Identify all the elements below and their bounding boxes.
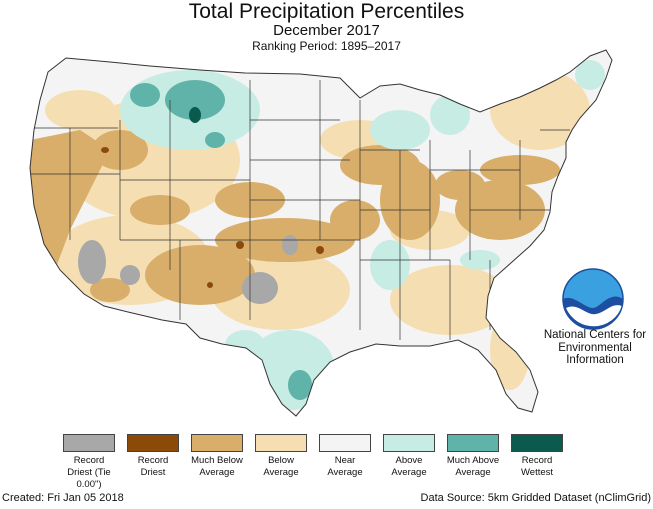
legend-label: Much Above Average bbox=[446, 455, 500, 478]
ranking-period: Ranking Period: 1895–2017 bbox=[252, 39, 401, 53]
legend-swatch bbox=[447, 434, 499, 452]
legend-item: Much Above Average bbox=[446, 434, 500, 479]
precipitation-map bbox=[29, 49, 613, 417]
legend-swatch bbox=[319, 434, 371, 452]
legend-item: Much Below Average bbox=[190, 434, 244, 479]
data-source: Data Source: 5km Gridded Dataset (nClimG… bbox=[420, 492, 651, 504]
legend-label: Below Average bbox=[263, 455, 299, 478]
legend-item: Near Average bbox=[318, 434, 372, 479]
noaa-logo-icon bbox=[562, 268, 624, 330]
legend-label: Record Wettest bbox=[520, 455, 554, 478]
legend-swatch bbox=[63, 434, 115, 452]
legend-item: Above Average bbox=[382, 434, 436, 479]
legend-item: Record Driest (Tie 0.00") bbox=[62, 434, 116, 491]
legend-label: Near Average bbox=[327, 455, 363, 478]
legend-item: Record Wettest bbox=[510, 434, 564, 479]
legend-label: Record Driest bbox=[137, 455, 169, 478]
legend-swatch bbox=[127, 434, 179, 452]
legend-swatch bbox=[511, 434, 563, 452]
legend-swatch bbox=[191, 434, 243, 452]
legend-swatch bbox=[255, 434, 307, 452]
legend-label: Above Average bbox=[391, 455, 427, 478]
map-title: Total Precipitation Percentiles bbox=[188, 0, 465, 23]
legend-label: Much Below Average bbox=[191, 455, 243, 478]
legend-item: Below Average bbox=[254, 434, 308, 479]
legend-item: Record Driest bbox=[126, 434, 180, 479]
created-date: Created: Fri Jan 05 2018 bbox=[2, 492, 124, 504]
legend-swatch bbox=[383, 434, 435, 452]
legend-label: Record Driest (Tie 0.00") bbox=[67, 455, 111, 490]
map-subtitle: December 2017 bbox=[273, 22, 380, 39]
ncei-org-name: National Centers for Environmental Infor… bbox=[543, 329, 647, 366]
